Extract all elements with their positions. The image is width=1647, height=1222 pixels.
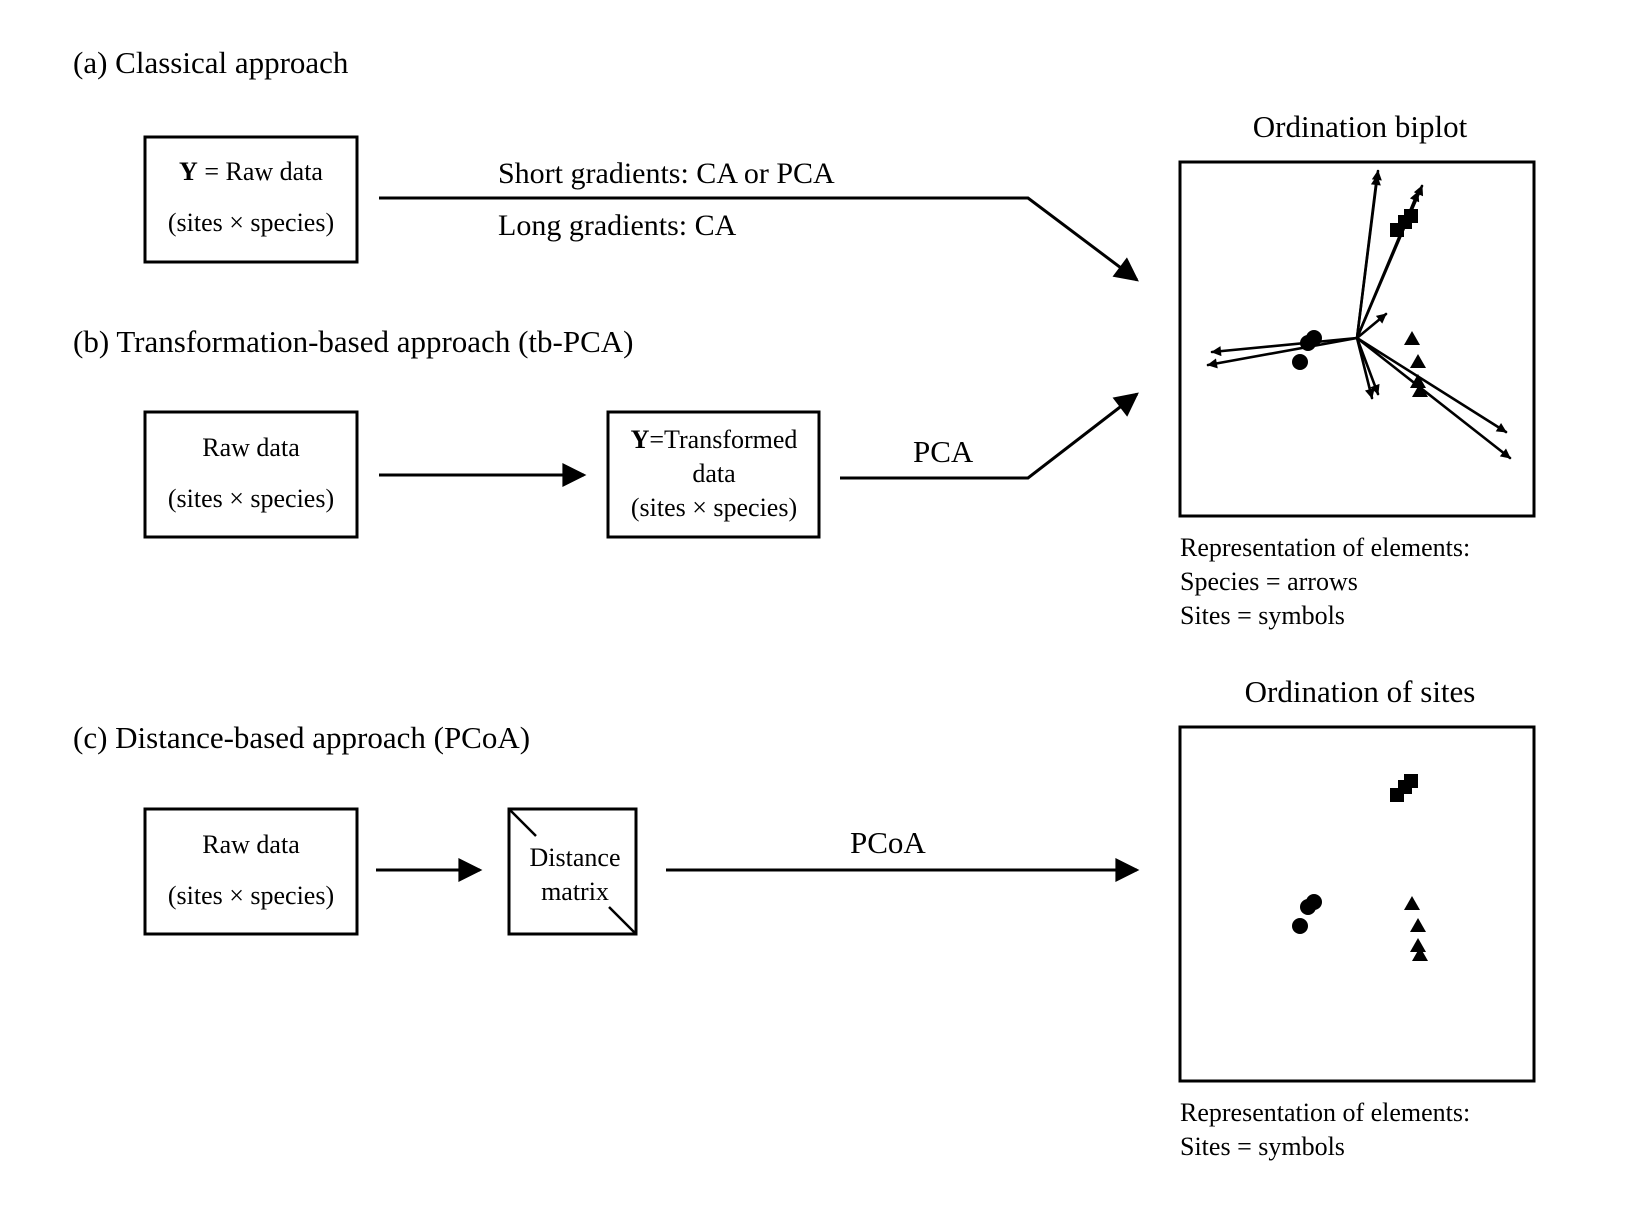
pca-label: PCA: [913, 434, 974, 469]
biplot-caption-line3: Sites = symbols: [1180, 601, 1345, 630]
pcoa-label: PCoA: [850, 825, 926, 860]
distance-matrix-diagonal-bottom: [608, 906, 637, 935]
transformed-data-box: [606, 410, 821, 539]
species-arrow: [1355, 174, 1381, 340]
triangle-icon: [1412, 383, 1428, 397]
square-icon: [1390, 788, 1404, 802]
species-arrow: [1355, 312, 1388, 340]
species-arrow: [1355, 336, 1375, 400]
species-arrow: [1355, 336, 1508, 434]
triangle-icon: [1410, 918, 1426, 932]
raw-data-box-c-line1: Raw data: [202, 830, 300, 859]
transformed-data-box-line3: (sites × species): [631, 493, 797, 522]
species-arrow: [1206, 336, 1359, 369]
section-a-heading: (a) Classical approach: [73, 45, 349, 80]
sites-plot-caption-line1: Representation of elements:: [1180, 1098, 1470, 1127]
species-arrow: [1355, 336, 1512, 460]
circle-icon: [1292, 918, 1308, 934]
circle-icon: [1300, 335, 1316, 351]
short-gradients-label: Short gradients: CA or PCA: [498, 157, 835, 190]
arrow-a-to-biplot: [379, 196, 1139, 282]
distance-matrix-diagonal-top: [508, 808, 537, 837]
biplot-caption-line2: Species = arrows: [1180, 567, 1358, 596]
long-gradients-label: Long gradients: CA: [498, 209, 737, 242]
raw-data-box-c: [143, 807, 359, 936]
sites-plot-caption-line2: Sites = symbols: [1180, 1132, 1345, 1161]
species-arrow: [1210, 336, 1359, 357]
sites-plot-symbols: [1292, 774, 1428, 961]
arrow-b-to-biplot: [840, 392, 1139, 480]
transformed-data-box-line2: data: [692, 459, 736, 488]
raw-data-box-a-line2: (sites × species): [168, 208, 334, 237]
biplot-caption-line1: Representation of elements:: [1180, 533, 1470, 562]
distance-matrix-line2: matrix: [541, 877, 609, 906]
sites-plot-frame: [1178, 725, 1536, 1083]
transformed-data-box-line1: Y=Transformed: [631, 425, 798, 454]
raw-data-box-b: [143, 410, 359, 539]
raw-data-box-a: [143, 135, 359, 264]
section-b-heading: (b) Transformation-based approach (tb-PC…: [73, 324, 633, 359]
raw-data-box-a-line1: Y = Raw data: [179, 157, 323, 186]
raw-data-box-c-line2: (sites × species): [168, 881, 334, 910]
triangle-icon: [1410, 354, 1426, 368]
circle-icon: [1292, 354, 1308, 370]
biplot-site-symbols: [1292, 209, 1428, 397]
distance-matrix-line1: Distance: [530, 843, 621, 872]
triangle-icon: [1404, 896, 1420, 910]
raw-data-box-b-line2: (sites × species): [168, 484, 334, 513]
raw-data-box-b-line1: Raw data: [202, 433, 300, 462]
triangle-icon: [1410, 374, 1426, 388]
section-c-heading: (c) Distance-based approach (PCoA): [73, 720, 530, 755]
sites-plot-title: Ordination of sites: [1245, 674, 1476, 709]
square-icon: [1390, 223, 1404, 237]
triangle-icon: [1410, 938, 1426, 952]
triangle-icon: [1404, 331, 1420, 345]
biplot-title: Ordination biplot: [1253, 109, 1468, 144]
circle-icon: [1300, 899, 1316, 915]
triangle-icon: [1412, 947, 1428, 961]
